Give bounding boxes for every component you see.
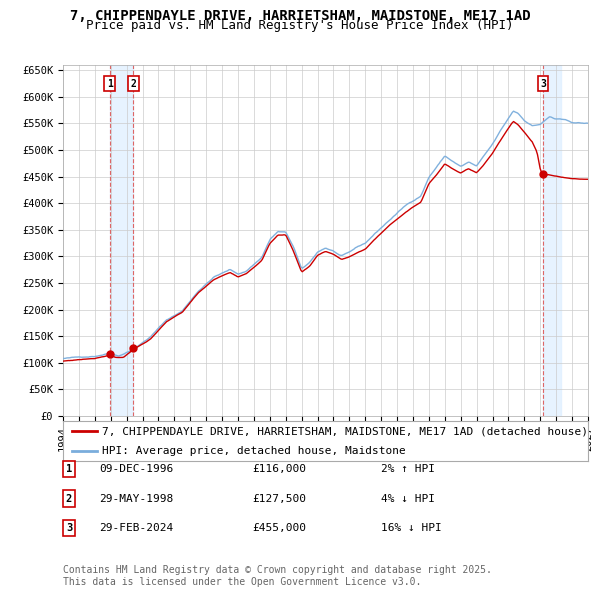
Text: 29-MAY-1998: 29-MAY-1998 <box>99 494 173 503</box>
Text: £127,500: £127,500 <box>252 494 306 503</box>
Text: 3: 3 <box>66 523 72 533</box>
Text: Price paid vs. HM Land Registry's House Price Index (HPI): Price paid vs. HM Land Registry's House … <box>86 19 514 32</box>
Point <box>538 169 548 179</box>
Text: Contains HM Land Registry data © Crown copyright and database right 2025.
This d: Contains HM Land Registry data © Crown c… <box>63 565 492 587</box>
Text: 1: 1 <box>66 464 72 474</box>
Point <box>128 343 138 353</box>
Text: 7, CHIPPENDAYLE DRIVE, HARRIETSHAM, MAIDSTONE, ME17 1AD: 7, CHIPPENDAYLE DRIVE, HARRIETSHAM, MAID… <box>70 9 530 23</box>
Text: 29-FEB-2024: 29-FEB-2024 <box>99 523 173 533</box>
Point <box>105 349 115 359</box>
Text: 16% ↓ HPI: 16% ↓ HPI <box>381 523 442 533</box>
Bar <box>543 65 561 416</box>
Text: £455,000: £455,000 <box>252 523 306 533</box>
Text: HPI: Average price, detached house, Maidstone: HPI: Average price, detached house, Maid… <box>103 447 406 456</box>
Text: £116,000: £116,000 <box>252 464 306 474</box>
Text: 09-DEC-1996: 09-DEC-1996 <box>99 464 173 474</box>
Text: 2% ↑ HPI: 2% ↑ HPI <box>381 464 435 474</box>
Text: 7, CHIPPENDAYLE DRIVE, HARRIETSHAM, MAIDSTONE, ME17 1AD (detached house): 7, CHIPPENDAYLE DRIVE, HARRIETSHAM, MAID… <box>103 427 589 436</box>
Text: 3: 3 <box>540 78 546 88</box>
Text: 2: 2 <box>66 494 72 503</box>
Text: 4% ↓ HPI: 4% ↓ HPI <box>381 494 435 503</box>
Bar <box>110 65 133 416</box>
Text: 2: 2 <box>130 78 136 88</box>
Text: 1: 1 <box>107 78 113 88</box>
